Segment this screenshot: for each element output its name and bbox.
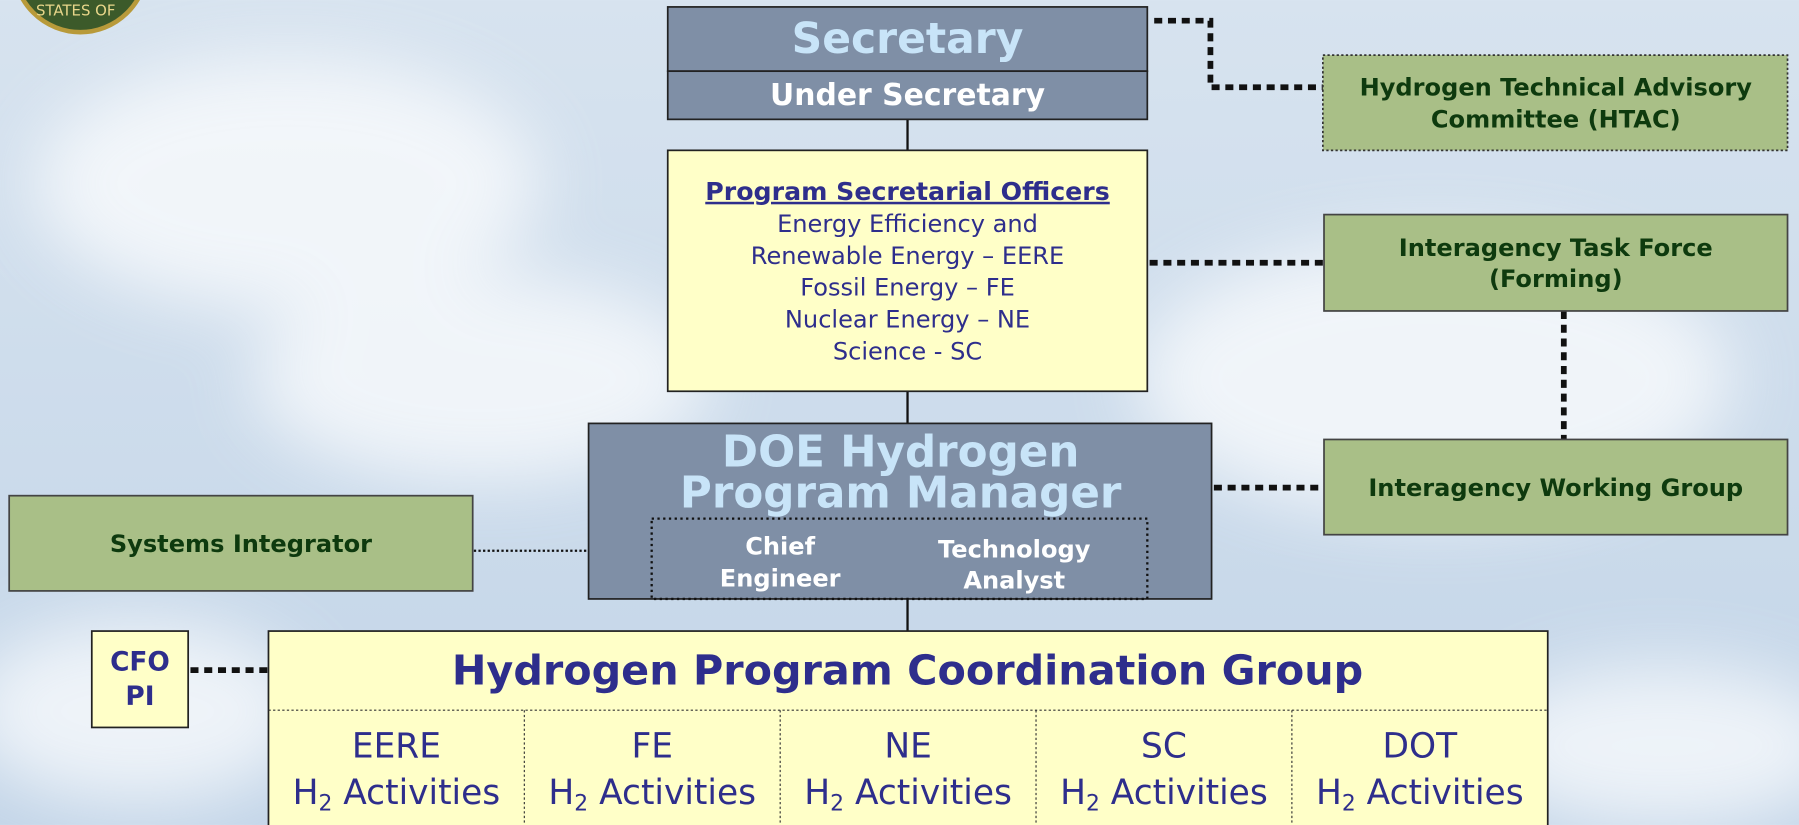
pso-box: [666, 149, 1149, 393]
coordination-group-title: Hydrogen Program Coordination Group: [452, 647, 1363, 695]
chief-engineer-line: Chief: [745, 532, 815, 560]
working-group-label: Interagency Working Group: [1368, 474, 1743, 502]
secretary-label: Secretary: [792, 15, 1024, 64]
pso-line: Renewable Energy – EERE: [751, 242, 1064, 270]
task-force-line: (Forming): [1489, 265, 1623, 293]
activity-text: Activities: [332, 772, 500, 812]
pso-line: Energy Efficiency and: [777, 210, 1038, 238]
htac-box: [1322, 54, 1789, 152]
activity-text: Activities: [588, 772, 756, 812]
task-force-box: [1323, 213, 1789, 312]
activity-subscript: 2: [830, 791, 844, 816]
task-force-line: Interagency Task Force: [1399, 234, 1713, 262]
activity-label: H2 Activities: [293, 772, 501, 816]
agency-label: SC: [1141, 727, 1187, 767]
activity-symbol: H: [804, 772, 830, 812]
systems-integrator-label: Systems Integrator: [110, 530, 372, 558]
pso-line: Fossil Energy – FE: [800, 274, 1015, 302]
agency-label: EERE: [352, 727, 441, 767]
cfo-box: [90, 630, 190, 729]
htac-line: Hydrogen Technical Advisory: [1360, 73, 1753, 101]
cfo-line: PI: [125, 682, 154, 712]
activity-subscript: 2: [1086, 791, 1100, 816]
agency-label: DOT: [1383, 727, 1459, 767]
activity-text: Activities: [844, 772, 1012, 812]
working-group-box: [1323, 438, 1789, 536]
activity-text: Activities: [1356, 772, 1524, 812]
activity-label: H2 Activities: [1060, 772, 1268, 816]
agency-label: NE: [884, 727, 931, 767]
technology-analyst-line: Analyst: [963, 567, 1065, 595]
seal-text: STATES OF: [36, 2, 115, 20]
coordination-group-box: [267, 630, 1549, 825]
under-secretary-label: Under Secretary: [770, 78, 1045, 113]
pso-line: Nuclear Energy – NE: [785, 306, 1030, 334]
program-manager-line: Program Manager: [680, 469, 1122, 519]
activity-subscript: 2: [1342, 791, 1356, 816]
under-secretary-box: [666, 70, 1149, 121]
pso-title: Program Secretarial Officers: [705, 177, 1109, 206]
activity-symbol: H: [548, 772, 574, 812]
program-manager-line: DOE Hydrogen: [722, 427, 1079, 477]
activity-subscript: 2: [318, 791, 332, 816]
systems-integrator-box: [8, 494, 474, 592]
dotted-connector: [1154, 17, 1323, 91]
seal: STATES OF: [20, 0, 140, 35]
activity-label: H2 Activities: [804, 772, 1012, 816]
technology-analyst-line: Technology: [938, 536, 1091, 564]
activity-text: Activities: [1100, 772, 1268, 812]
activity-subscript: 2: [574, 791, 588, 816]
pso-line: Science - SC: [833, 337, 982, 365]
activity-symbol: H: [293, 772, 319, 812]
activity-symbol: H: [1060, 772, 1086, 812]
activity-label: H2 Activities: [1316, 772, 1524, 816]
activity-symbol: H: [1316, 772, 1342, 812]
cfo-line: CFO: [110, 648, 170, 678]
agency-label: FE: [631, 727, 673, 767]
program-manager-box: [587, 422, 1213, 600]
activity-label: H2 Activities: [548, 772, 756, 816]
chief-engineer-line: Engineer: [720, 564, 841, 592]
htac-line: Committee (HTAC): [1431, 106, 1681, 134]
